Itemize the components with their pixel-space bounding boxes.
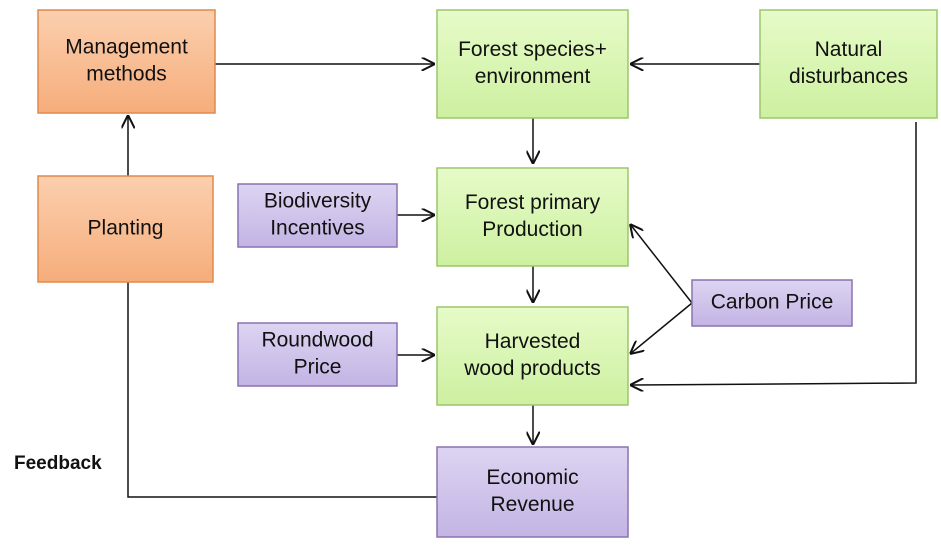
- node-label: Price: [294, 356, 342, 379]
- node-label: disturbances: [789, 65, 908, 88]
- nodes: Management methods Planting Forest species+…: [37, 9, 938, 538]
- node-label: Natural: [815, 38, 883, 61]
- node-label: Carbon Price: [711, 291, 834, 314]
- node-label: Forest primary: [465, 191, 601, 214]
- arrow: [630, 122, 917, 385]
- node-box: [237, 183, 398, 248]
- feedback-line: [127, 282, 437, 498]
- node-box: [436, 9, 629, 119]
- node-label: Production: [482, 218, 582, 241]
- node-label: Roundwood: [261, 329, 373, 352]
- node-label: wood products: [463, 357, 601, 380]
- node: Management methods: [37, 9, 216, 114]
- node-box: [691, 279, 853, 327]
- node-label: Incentives: [270, 217, 365, 240]
- node-box: [237, 322, 398, 387]
- node: Biodiversity Incentives: [237, 183, 398, 248]
- arrow: [630, 302, 693, 354]
- node: Economic Revenue: [436, 446, 629, 538]
- node-box: [436, 446, 629, 538]
- feedback-label: Feedback: [14, 453, 102, 474]
- node-box: [37, 9, 216, 114]
- node-box: [37, 175, 214, 283]
- node-label: Revenue: [490, 493, 574, 516]
- node: Carbon Price: [691, 279, 853, 327]
- node-label: environment: [475, 65, 591, 88]
- node: Harvested wood products: [436, 306, 629, 406]
- node: Forest species+ environment: [436, 9, 629, 119]
- node-box: [436, 167, 629, 267]
- node-label: methods: [86, 63, 167, 86]
- node-box: [436, 306, 629, 406]
- node-label: Economic: [486, 466, 578, 489]
- node-box: [759, 9, 938, 119]
- node: Forest primary Production: [436, 167, 629, 267]
- arrow: [630, 224, 693, 304]
- node-label: Forest species+: [458, 38, 607, 61]
- node: Natural disturbances: [759, 9, 938, 119]
- node-label: Harvested: [485, 330, 581, 353]
- edges: [127, 64, 917, 498]
- node: Planting: [37, 175, 214, 283]
- node-label: Management: [65, 36, 188, 59]
- node-label: Biodiversity: [264, 190, 372, 213]
- node-label: Planting: [88, 217, 164, 240]
- node: Roundwood Price: [237, 322, 398, 387]
